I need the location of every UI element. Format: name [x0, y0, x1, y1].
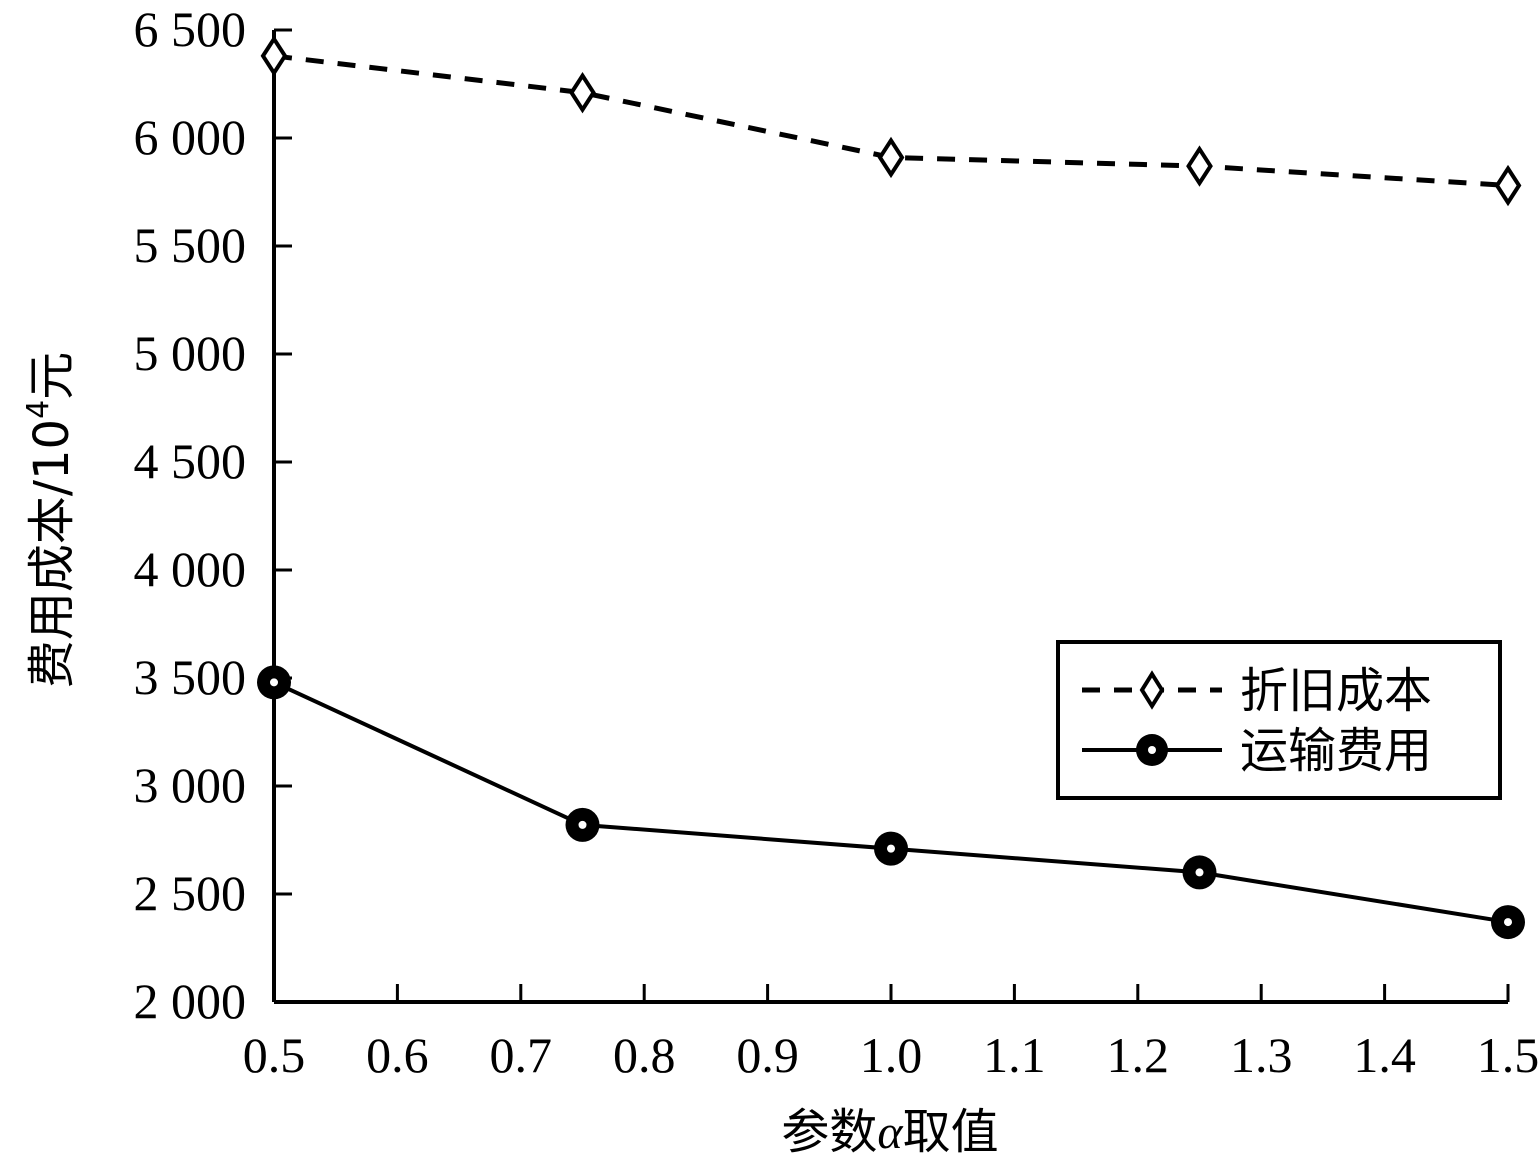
y-tick-label: 4 000 — [134, 541, 247, 597]
legend-marker-circle-hole — [1148, 746, 1156, 754]
x-axis-title-symbol: α — [877, 1106, 903, 1159]
legend-label-series-1: 折旧成本 — [1240, 663, 1432, 719]
data-point-circle-hole — [1504, 918, 1512, 927]
y-tick-label: 5 000 — [134, 325, 247, 381]
y-tick-label: 3 000 — [134, 757, 247, 813]
x-axis-title-prefix: 参数 — [781, 1104, 877, 1160]
data-point-diamond — [1186, 145, 1213, 187]
y-tick-label: 6 000 — [134, 109, 247, 165]
ticks: 2 000 2 500 3 000 3 500 4 000 4 500 5 000 5 500… — [134, 1, 1538, 1083]
x-tick-label: 1.2 — [1107, 1027, 1170, 1083]
x-tick-label: 0.5 — [243, 1027, 306, 1083]
legend-label-series-2: 运输费用 — [1240, 723, 1432, 779]
legend-marker-diamond — [1139, 670, 1165, 710]
data-point-diamond — [569, 71, 596, 114]
y-tick-label: 6 500 — [134, 1, 247, 57]
data-point-circle-hole — [887, 844, 895, 853]
y-tick-label: 2 000 — [134, 973, 247, 1029]
y-axis-title-unit: 元 — [24, 352, 80, 400]
x-tick-label: 0.8 — [613, 1027, 676, 1083]
legend: 折旧成本 运输费用 — [1056, 640, 1502, 800]
x-axis-title: 参数α取值 — [781, 1104, 998, 1160]
x-tick-label: 1.5 — [1477, 1027, 1538, 1083]
x-tick-label: 0.7 — [490, 1027, 553, 1083]
x-tick-label: 0.6 — [366, 1027, 429, 1083]
x-tick-label: 1.0 — [860, 1027, 923, 1083]
x-tick-label: 1.4 — [1353, 1027, 1416, 1083]
series-group — [257, 35, 1525, 940]
y-axis-title-main: 费用成本/10 — [24, 419, 80, 688]
y-tick-label: 3 500 — [134, 649, 247, 705]
y-axis-title-superscript: 4 — [21, 400, 56, 419]
y-axis-title: 费用成本/104元 — [21, 352, 80, 688]
x-tick-label: 1.3 — [1230, 1027, 1293, 1083]
y-tick-label: 5 500 — [134, 217, 247, 273]
x-tick-label: 1.1 — [983, 1027, 1046, 1083]
data-point-diamond — [877, 136, 905, 179]
data-point-circle-hole — [1195, 868, 1204, 877]
x-axis-title-suffix: 取值 — [903, 1104, 999, 1160]
data-point-diamond — [1494, 164, 1522, 207]
data-point-diamond — [260, 35, 288, 77]
data-point-circle-hole — [270, 678, 278, 687]
x-tick-label: 0.9 — [736, 1027, 799, 1083]
y-tick-label: 4 500 — [134, 433, 247, 489]
data-point-circle-hole — [578, 820, 587, 829]
y-tick-label: 2 500 — [134, 865, 247, 921]
legend-box — [1056, 640, 1502, 800]
